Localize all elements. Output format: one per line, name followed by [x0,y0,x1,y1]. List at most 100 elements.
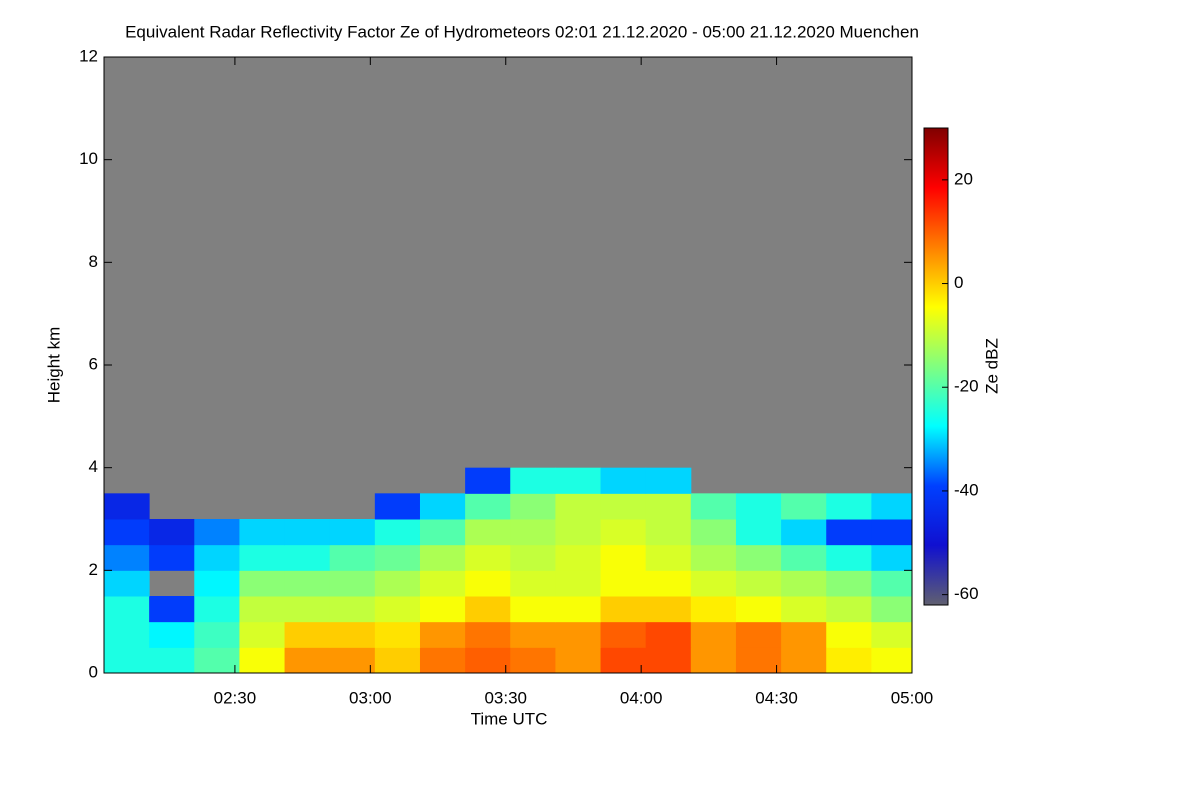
y-axis-label: Height km [44,327,63,404]
heatmap-cell [645,544,692,571]
heatmap-cell [600,544,647,571]
heatmap-cell [510,647,556,674]
heatmap-cell [465,570,511,597]
heatmap-cell [690,570,737,597]
heatmap-cell [419,570,466,597]
heatmap-cell [781,621,827,648]
heatmap-cell [419,621,466,648]
heatmap-cell [329,621,376,648]
heatmap-cell [465,544,511,571]
heatmap-cell [871,570,913,597]
heatmap-cell [690,493,737,520]
heatmap-cell [419,596,466,623]
heatmap-cell [826,570,872,597]
heatmap-cell [826,519,872,546]
heatmap-cell [374,519,421,546]
heatmap-cell [239,570,286,597]
heatmap-cell [871,519,913,546]
heatmap-cell [645,596,692,623]
heatmap-cell [104,647,150,674]
heatmap-cell [374,647,421,674]
heatmap-cell [329,570,376,597]
heatmap-cell [690,647,737,674]
heatmap-cell [510,621,556,648]
heatmap-cell [239,519,286,546]
y-tick-label: 8 [89,252,98,271]
heatmap-cell [781,544,827,571]
heatmap-cell [329,647,376,674]
heatmap-cell [239,647,286,674]
heatmap-cell [871,544,913,571]
heatmap-cell [781,570,827,597]
heatmap-cell [194,647,240,674]
heatmap-cell [374,493,421,520]
x-tick-label: 03:00 [349,688,392,707]
heatmap-cell [329,596,376,623]
heatmap-cell [690,519,737,546]
heatmap-cell [239,544,286,571]
colorbar-tick-label: 20 [954,169,973,188]
heatmap-cell [645,467,692,494]
heatmap-cell [510,467,556,494]
y-tick-label: 4 [89,457,98,476]
heatmap-cell [826,596,872,623]
heatmap-cell [465,519,511,546]
heatmap-cell [735,519,782,546]
heatmap-cell [239,596,286,623]
heatmap-cell [104,493,150,520]
heatmap-cell [826,493,872,520]
heatmap-cell [555,519,602,546]
heatmap-cell [419,519,466,546]
heatmap-cell [149,519,195,546]
heatmap-cell [555,570,602,597]
heatmap-cell [510,519,556,546]
heatmap-cell [735,544,782,571]
heatmap-cell [735,570,782,597]
heatmap-cell [645,519,692,546]
heatmap-cell [645,493,692,520]
heatmap-cell [735,647,782,674]
heatmap-cell [194,621,240,648]
heatmap-cell [465,493,511,520]
heatmap-cell [374,544,421,571]
heatmap-cell [104,519,150,546]
heatmap-cell [735,493,782,520]
colorbar-tick-label: -20 [954,377,979,396]
heatmap-cell [194,544,240,571]
heatmap-cell [374,621,421,648]
colorbar-tick-label: 0 [954,273,963,292]
heatmap-cell [555,621,602,648]
heatmap-cell [329,544,376,571]
heatmap-cell [826,647,872,674]
heatmap-cell [465,647,511,674]
heatmap-cell [239,621,286,648]
heatmap-cell [871,621,913,648]
heatmap-cell [781,647,827,674]
heatmap-cell [149,544,195,571]
heatmap-cell [465,596,511,623]
heatmap-cell [826,544,872,571]
heatmap-cell [284,570,331,597]
heatmap-cell [510,596,556,623]
y-tick-label: 0 [89,662,98,681]
heatmap-cell [284,596,331,623]
heatmap-cell [284,519,331,546]
heatmap-cell [419,544,466,571]
heatmap-cell [149,621,195,648]
heatmap-cell [690,544,737,571]
colorbar-tick-label: -40 [954,480,979,499]
heatmap-cell [555,596,602,623]
heatmap-cell [510,544,556,571]
heatmap-cell [690,596,737,623]
heatmap-cell [104,596,150,623]
heatmap-cell [781,493,827,520]
heatmap-cell [826,621,872,648]
heatmap-cell [600,647,647,674]
heatmap-cell [104,621,150,648]
heatmap-cell [555,647,602,674]
heatmap-cell [735,621,782,648]
heatmap-cell [555,467,602,494]
heatmap-cell [555,493,602,520]
heatmap-cell [374,596,421,623]
